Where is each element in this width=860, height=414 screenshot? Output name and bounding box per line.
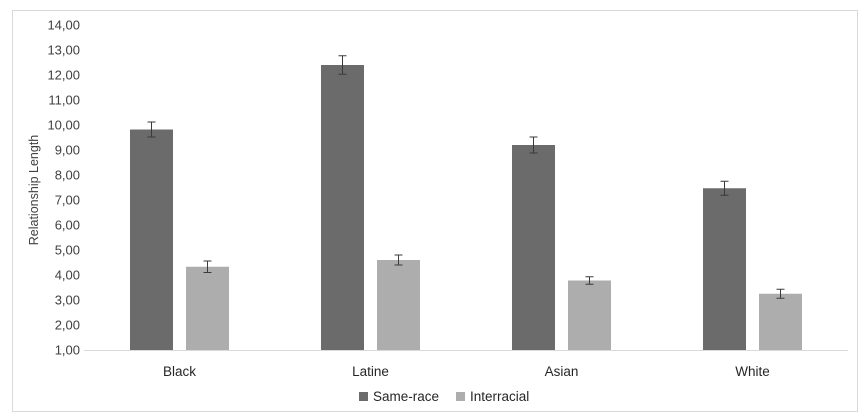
y-tick-label: 3,00 <box>55 293 80 308</box>
y-tick-label: 1,00 <box>55 343 80 358</box>
legend-swatch <box>456 392 465 401</box>
x-tick-label: White <box>735 364 770 379</box>
x-tick-label: Asian <box>545 364 579 379</box>
error-bar <box>529 136 538 154</box>
bar <box>130 129 173 350</box>
bar <box>321 65 364 350</box>
x-tick-label: Black <box>163 364 196 379</box>
error-bar <box>720 180 729 196</box>
bar <box>377 260 420 350</box>
y-axis-title: Relationship Length <box>27 135 41 246</box>
error-bar <box>585 276 594 285</box>
error-bar <box>394 254 403 266</box>
y-tick-label: 7,00 <box>55 193 80 208</box>
y-tick-label: 14,00 <box>47 18 80 33</box>
legend-label: Interracial <box>470 389 529 404</box>
error-bar <box>203 260 212 273</box>
y-tick-label: 11,00 <box>48 93 80 108</box>
legend-item: Same-race <box>359 389 439 404</box>
y-tick-label: 12,00 <box>47 68 80 83</box>
bar <box>703 188 746 350</box>
error-bars <box>147 55 785 299</box>
bar <box>186 266 229 350</box>
y-tick-label: 8,00 <box>55 168 80 183</box>
legend: Same-race Interracial <box>359 389 529 404</box>
legend-item: Interracial <box>456 389 529 404</box>
y-tick-label: 4,00 <box>55 268 80 283</box>
y-tick-label: 9,00 <box>55 143 80 158</box>
x-tick-label: Latine <box>352 364 389 379</box>
legend-label: Same-race <box>373 389 439 404</box>
chart-frame <box>12 10 858 412</box>
y-tick-label: 10,00 <box>47 118 80 133</box>
error-bar <box>338 55 347 75</box>
x-axis-labels: Black Latine Asian White <box>163 364 770 379</box>
error-bar <box>147 121 156 138</box>
y-tick-label: 2,00 <box>55 318 80 333</box>
error-bar <box>776 288 785 299</box>
bars <box>130 65 802 350</box>
legend-swatch <box>359 392 368 401</box>
y-tick-label: 13,00 <box>47 43 80 58</box>
y-tick-label: 5,00 <box>55 243 80 258</box>
bar <box>759 293 802 350</box>
y-axis-ticks: 1,00 2,00 3,00 4,00 5,00 6,00 7,00 8,00 9,00 10,0… <box>47 18 80 358</box>
bar <box>512 145 555 350</box>
y-tick-label: 6,00 <box>55 218 80 233</box>
bar <box>568 280 611 350</box>
